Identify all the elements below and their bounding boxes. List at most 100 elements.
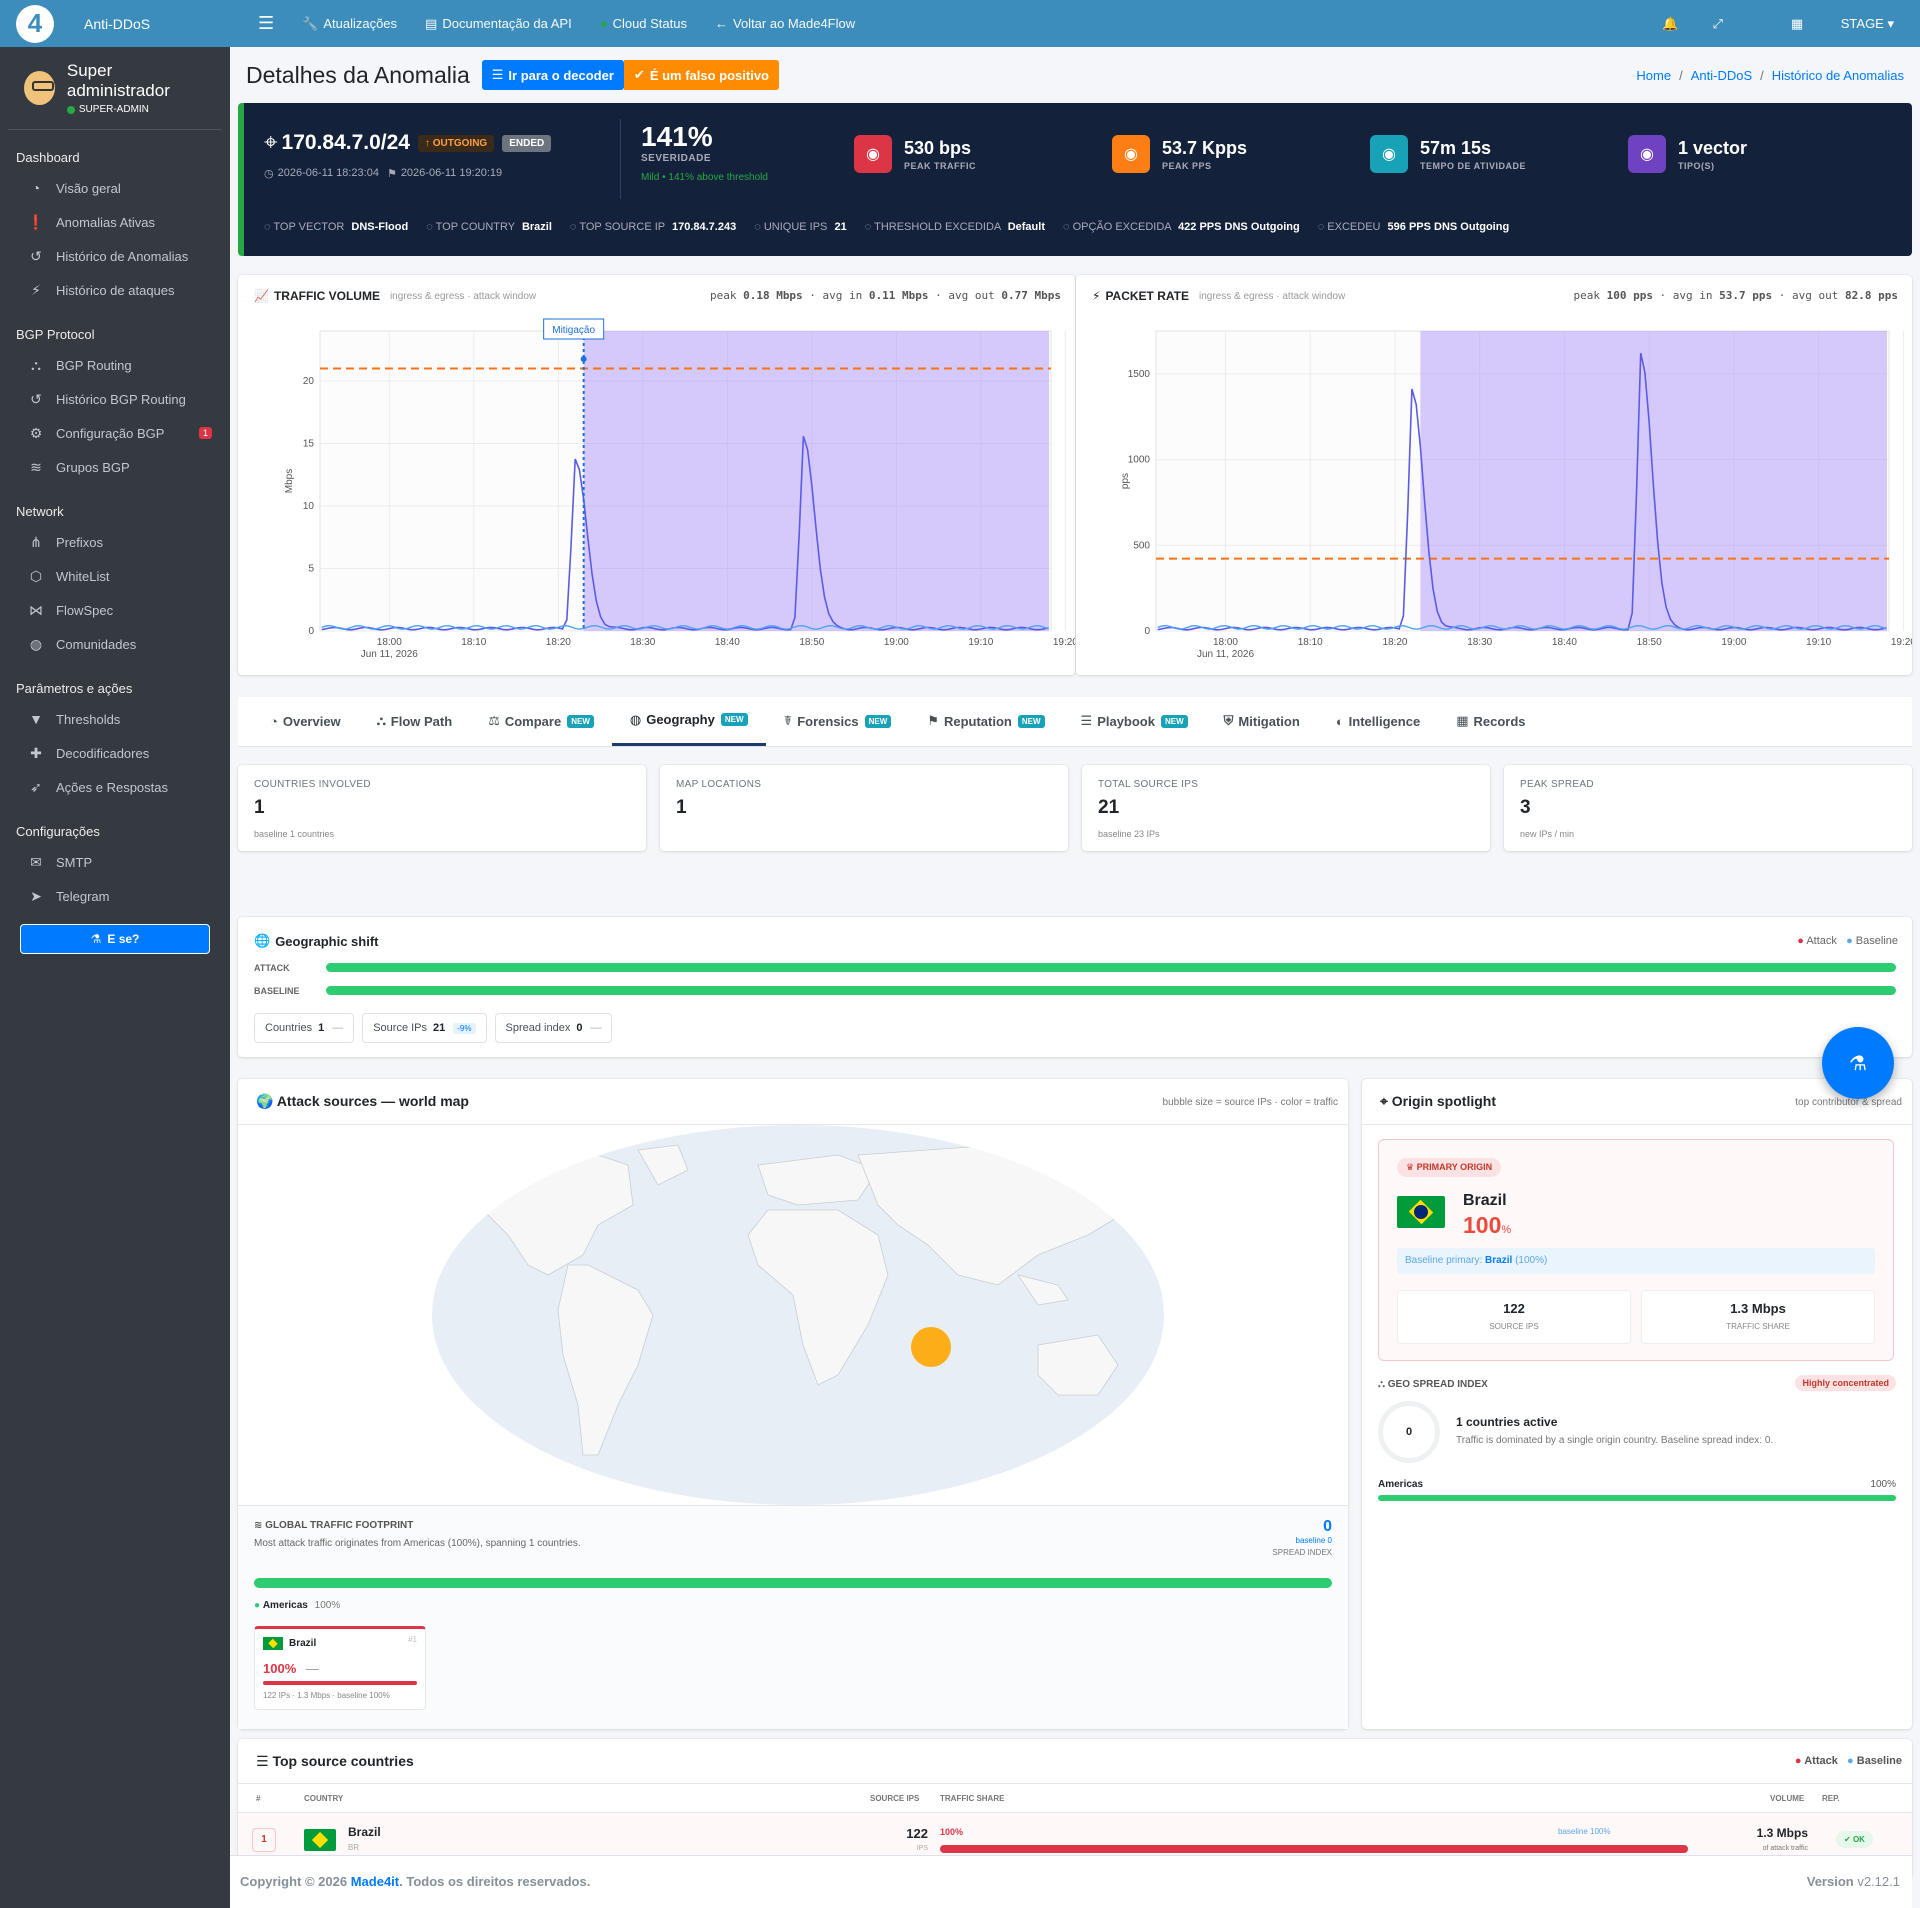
- bell-icon[interactable]: 🔔: [1662, 15, 1679, 31]
- hero-meta-item: ◌ THRESHOLD EXCEDIDA Default: [864, 221, 1045, 233]
- sidebar-item-prefixos[interactable]: ⋔ Prefixos: [0, 525, 230, 559]
- nav-api-docs[interactable]: ▤ Documentação da API: [425, 15, 572, 32]
- brand[interactable]: 4 Anti-DDoS: [0, 0, 230, 47]
- nav-section-title: Network: [16, 504, 64, 519]
- chart-title: TRAFFIC VOLUME: [273, 289, 380, 303]
- breadcrumb: Home / Anti-DDoS / Histórico de Anomalias: [1636, 67, 1904, 83]
- breadcrumb-antiddos[interactable]: Anti-DDoS: [1690, 67, 1753, 83]
- severity-label: SEVERIDADE: [641, 153, 712, 164]
- env-selector[interactable]: ▦ STAGE ▾: [1790, 15, 1894, 31]
- tab-compare[interactable]: ⚖ Compare NEW: [470, 696, 612, 746]
- breadcrumb-history[interactable]: Histórico de Anomalias: [1771, 67, 1904, 83]
- sidebar-item-grupos-bgp[interactable]: ≋ Grupos BGP: [0, 450, 230, 484]
- sidebar-nav: Dashboard ◔ Visão geral ❗ Anomalias Ativas ↺ H…: [0, 130, 230, 913]
- flask-fab-button[interactable]: ⚗: [1822, 1027, 1894, 1099]
- new-badge: NEW: [1017, 714, 1045, 728]
- user-check-icon: ✔: [633, 67, 645, 82]
- tab-records[interactable]: ▦ Records: [1456, 713, 1526, 729]
- tab-overview[interactable]: ◔ Overview: [270, 713, 341, 729]
- fullscreen-icon[interactable]: ⤢: [1712, 15, 1723, 31]
- primary-origin-card: ♛ PRIMARY ORIGIN Brazil 100% Baseline pr…: [1378, 1139, 1894, 1361]
- sidebar-item-flowspec[interactable]: ⋈ FlowSpec: [0, 593, 230, 627]
- hero-stat: ◉ 1 vector TIPO(S): [1628, 135, 1747, 173]
- bolt-icon: ⚡: [31, 281, 41, 298]
- traffic-plot[interactable]: 18:00 18:10 18:20 18:30 18:40 18:50 19:00 19:10…: [238, 275, 1075, 675]
- shift-pill: Countries 1—: [254, 1013, 355, 1043]
- gear-icon: ⚙: [29, 424, 43, 441]
- traffic-share-stat: 1.3 Mbps TRAFFIC SHARE: [1641, 1290, 1875, 1344]
- sidebar-item-label: BGP Routing: [56, 357, 132, 373]
- tab-icon: ⚖: [488, 713, 500, 728]
- sidebar-item-hist-rico-de-ataques[interactable]: ⚡ Histórico de ataques: [0, 273, 230, 307]
- sidebar-item-smtp[interactable]: ✉ SMTP: [0, 845, 230, 879]
- mitigation-label: Mitigação: [552, 325, 595, 336]
- baseline-primary: Baseline primary: Brazil (100%): [1397, 1248, 1875, 1274]
- reputation-badge: ✔ OK: [1836, 1831, 1873, 1848]
- sidebar-item-anomalias-ativas[interactable]: ❗ Anomalias Ativas: [0, 205, 230, 239]
- nav-back-made4flow[interactable]: ← Voltar ao Made4Flow: [715, 16, 856, 31]
- sidebar-item-vis-o-geral[interactable]: ◔ Visão geral: [0, 171, 230, 205]
- rocket-icon: ➶: [30, 778, 42, 795]
- sidebar-item-hist-rico-de-anomalias[interactable]: ↺ Histórico de Anomalias: [0, 239, 230, 273]
- tab-mitigation[interactable]: ⛨ Mitigation: [1223, 713, 1300, 729]
- kpi-card: COUNTRIES INVOLVED 1 baseline 1 countries: [238, 765, 646, 851]
- sidebar-item-bgp-routing[interactable]: ⛬ BGP Routing: [0, 348, 230, 382]
- country-tile[interactable]: Brazil #1 100% — 122 IPs · 1.3 Mbps · ba…: [254, 1626, 426, 1710]
- false-positive-button[interactable]: ✔ É um falso positivo: [623, 60, 779, 90]
- brazil-bubble[interactable]: [911, 1327, 951, 1367]
- chart-subtitle: ingress & egress · attack window: [1199, 290, 1346, 302]
- brand-name: Anti-DDoS: [84, 15, 151, 32]
- nav-cloud-status[interactable]: ● Cloud Status: [599, 16, 687, 31]
- sidebar-item-label: Thresholds: [56, 711, 121, 727]
- sidebar-item-thresholds[interactable]: ▼ Thresholds: [0, 702, 230, 736]
- tab-forensics[interactable]: ☤ Forensics NEW: [766, 696, 910, 746]
- kpi-card: PEAK SPREAD 3 new IPs / min: [1504, 765, 1912, 851]
- x-tick-label: 18:40: [715, 637, 740, 648]
- tab-flow-path[interactable]: ⛬ Flow Path: [376, 713, 453, 729]
- tab-icon: ☤: [783, 713, 793, 728]
- breadcrumb-home[interactable]: Home: [1636, 67, 1672, 83]
- user-panel[interactable]: Super administrador SUPER-ADMIN: [8, 47, 222, 130]
- nav-updates[interactable]: 🔧 Atualizações: [302, 15, 398, 32]
- online-dot-icon: [66, 105, 75, 114]
- sidebar-item-telegram[interactable]: ➤ Telegram: [0, 879, 230, 913]
- hero-meta-item: ◌ UNIQUE IPS 21: [754, 221, 847, 233]
- tab-playbook[interactable]: ☰ Playbook NEW: [1063, 696, 1206, 746]
- hero-stat: ◉ 57m 15s TEMPO DE ATIVIDADE: [1370, 135, 1526, 173]
- meta-icon: ◌: [426, 221, 436, 233]
- severity-value: 141%: [641, 121, 713, 152]
- tab-intelligence[interactable]: ◐ Intelligence: [1335, 713, 1421, 729]
- x-tick-label: 18:20: [1382, 637, 1407, 648]
- layers-icon: ≋: [254, 1520, 266, 1531]
- status-dot-icon: ●: [599, 16, 608, 31]
- hero-stat: ◉ 53.7 Kpps PEAK PPS: [1112, 135, 1247, 173]
- mitigation-dot: [580, 356, 587, 362]
- x-tick-label: 18:40: [1552, 637, 1577, 648]
- book-icon: ▤: [425, 15, 438, 31]
- shift-legend: ● Attack ● Baseline: [1797, 935, 1898, 947]
- what-if-button[interactable]: ⚗ E se?: [20, 924, 210, 954]
- tab-reputation[interactable]: ⚑ Reputation NEW: [909, 696, 1062, 746]
- sidebar-item-whitelist[interactable]: ⬡ WhiteList: [0, 559, 230, 593]
- sidebar-item-decodificadores[interactable]: ✚ Decodificadores: [0, 736, 230, 770]
- sidebar-item-comunidades[interactable]: ◍ Comunidades: [0, 627, 230, 661]
- building-icon: ▦: [1790, 15, 1807, 31]
- sidebar-item-label: Prefixos: [56, 534, 103, 550]
- y-tick-label: 20: [303, 376, 315, 387]
- company-link[interactable]: Made4it: [350, 1874, 400, 1889]
- sidebar-item-hist-rico-bgp-routing[interactable]: ↺ Histórico BGP Routing: [0, 382, 230, 416]
- sidebar-item-a-es-e-respostas[interactable]: ➶ Ações e Respostas: [0, 770, 230, 804]
- origin-spotlight: ⌖ Origin spotlight top contributor & spr…: [1362, 1079, 1912, 1729]
- world-map[interactable]: [238, 1125, 1348, 1505]
- menu-toggle-icon[interactable]: ☰: [258, 13, 275, 33]
- origin-pct: 100: [1463, 1212, 1502, 1238]
- go-to-decoder-button[interactable]: ☰ Ir para o decoder: [481, 60, 624, 90]
- sidebar-item-configura-o-bgp[interactable]: ⚙ Configuração BGP 1: [0, 416, 230, 450]
- footprint-desc: Most attack traffic originates from Amer…: [254, 1538, 581, 1549]
- x-tick-label: 18:10: [461, 637, 486, 648]
- plot-area: [1155, 330, 1890, 632]
- nav-section-title: Parâmetros e ações: [16, 681, 133, 696]
- tab-geography[interactable]: ◍ Geography NEW: [611, 696, 766, 746]
- x-tick-label: 18:10: [1298, 637, 1323, 648]
- packet-plot[interactable]: 18:00 18:10 18:20 18:30 18:40 18:50 19:00 19:10…: [1076, 275, 1912, 675]
